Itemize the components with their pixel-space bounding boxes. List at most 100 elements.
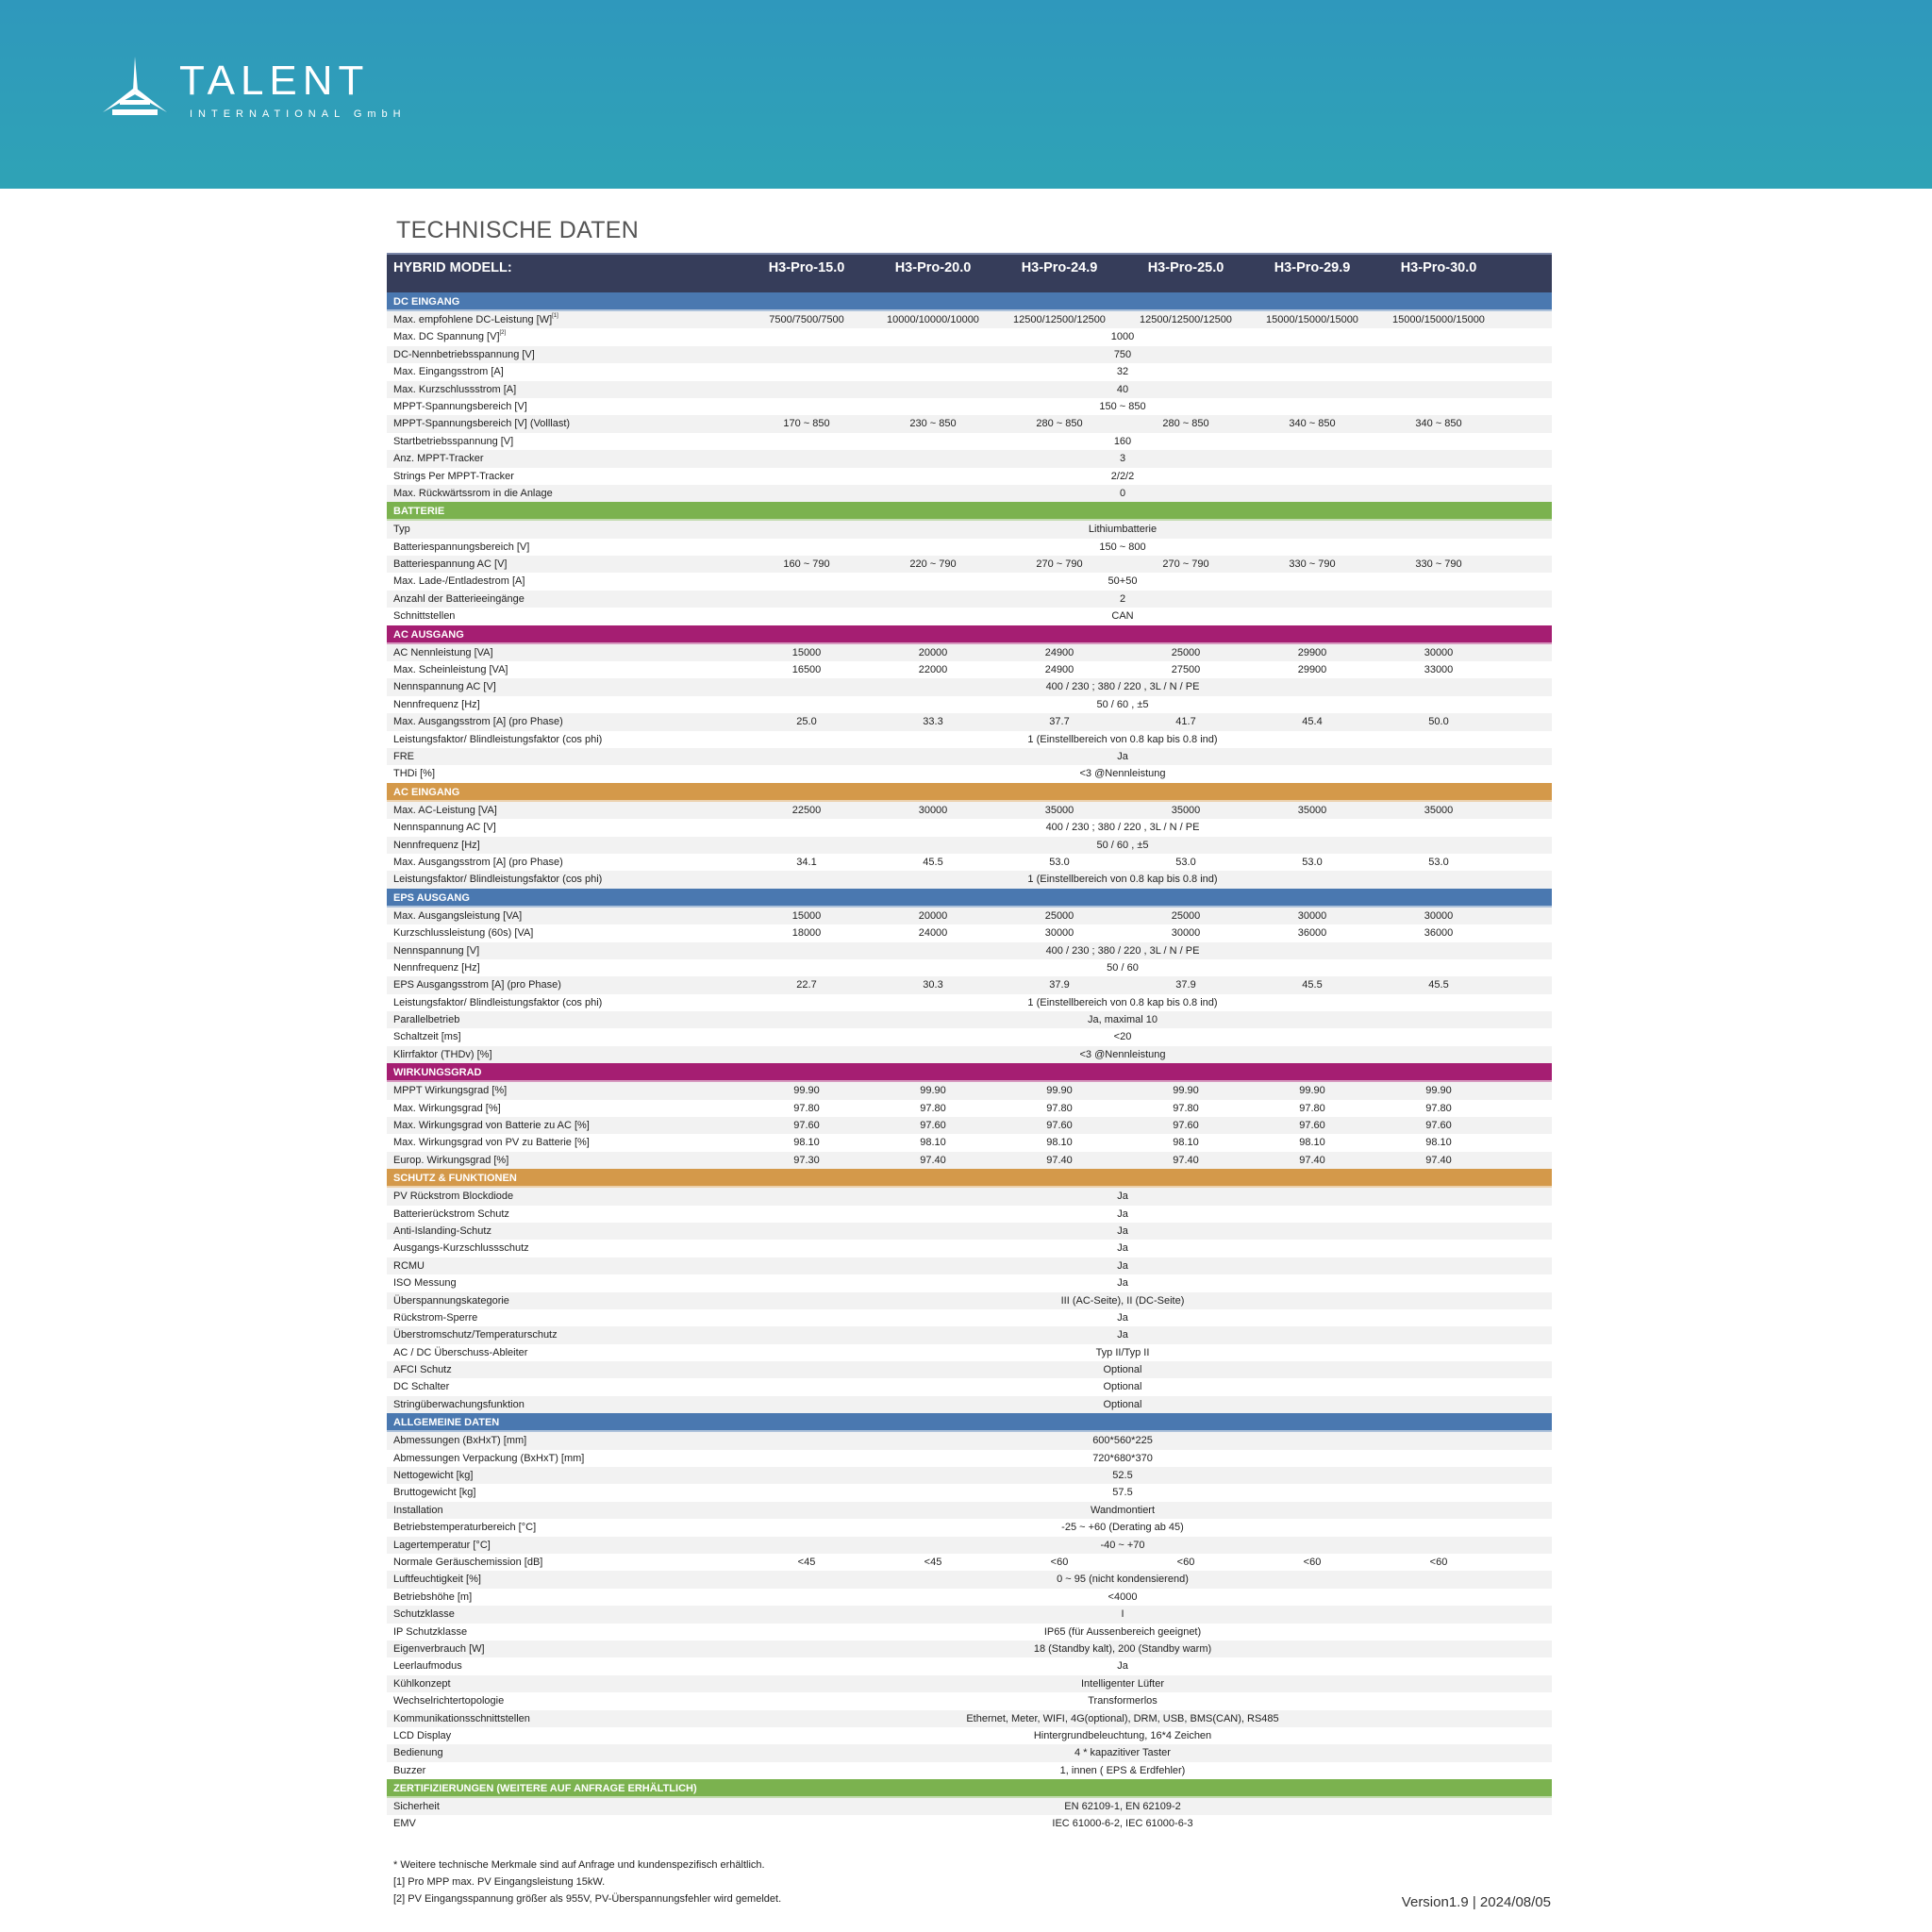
row-label: Betriebshöhe [m] [393, 1589, 472, 1606]
row-label: Max. Wirkungsgrad [%] [393, 1100, 501, 1117]
table-row: Schnittstellen CAN [387, 608, 1552, 625]
section-body: PV Rückstrom Blockdiode Ja Batterierückstr… [387, 1188, 1552, 1414]
table-row: Max. Kurzschlussstrom [A] 40 [387, 380, 1552, 398]
row-value: 30000 [1044, 927, 1074, 940]
row-value-all-models: Intelligenter Lüfter [1080, 1677, 1165, 1690]
row-label-text: Batteriespannung AC [V] [393, 558, 508, 571]
row-label: ISO Messung [393, 1274, 457, 1291]
row-value-all-models: Ja [1117, 1329, 1128, 1341]
row-label: LCD Display [393, 1727, 451, 1744]
row-label-text: Lagertemperatur [°C] [393, 1539, 491, 1551]
row-value-all-models: Typ II/Typ II [1095, 1346, 1150, 1358]
row-value: 30000 [1424, 909, 1454, 922]
table-row: Anzahl der Batterieeingänge 2 [387, 590, 1552, 608]
row-label-text: Max. empfohlene DC-Leistung [W] [393, 314, 553, 325]
row-value: <45 [797, 1557, 816, 1568]
row-label: Nennspannung [V] [393, 942, 479, 959]
row-value-all-models: Ja [1117, 1277, 1128, 1290]
row-value: 97.40 [1425, 1154, 1452, 1166]
row-label: MPPT-Spannungsbereich [V] [393, 398, 527, 415]
row-value-all-models: 50 / 60 , ±5 [1096, 698, 1149, 710]
row-label: Leistungsfaktor/ Blindleistungsfaktor (c… [393, 871, 602, 888]
row-value-all-models: CAN [1111, 610, 1134, 623]
row-label: Schaltzeit [ms] [393, 1028, 461, 1045]
model-column-header: H3-Pro-24.9 [1021, 260, 1098, 275]
row-label-text: ISO Messung [393, 1277, 457, 1290]
table-row: Kühlkonzept Intelligenter Lüfter [387, 1674, 1552, 1693]
table-row: Startbetriebsspannung [V] 160 [387, 433, 1552, 450]
row-label-text: Max. Eingangsstrom [A] [393, 366, 504, 378]
row-label-text: Ausgangs-Kurzschlussschutz [393, 1242, 529, 1255]
row-label-text: Nennspannung AC [V] [393, 822, 496, 834]
row-label-text: Anti-Islanding-Schutz [393, 1224, 491, 1237]
row-value: 35000 [1044, 804, 1074, 816]
row-label-text: Betriebstemperaturbereich [°C] [393, 1522, 537, 1534]
row-label: Nennfrequenz [Hz] [393, 959, 480, 976]
table-row: Wechselrichtertopologie Transformerlos [387, 1692, 1552, 1709]
header-banner: TALENT INTERNATIONAL GmbH [0, 0, 1932, 189]
row-label: Kurzschlussleistung (60s) [VA] [393, 924, 533, 941]
row-label-text: Max. Ausgangsstrom [A] (pro Phase) [393, 716, 563, 728]
table-row: Nennspannung AC [V] 400 / 230 ; 380 / 220… [387, 678, 1552, 696]
row-value-all-models: IEC 61000-6-2, IEC 61000-6-3 [1052, 1818, 1193, 1830]
row-value: 30000 [918, 804, 948, 816]
row-label-text: Max. Wirkungsgrad [%] [393, 1102, 501, 1114]
row-label-text: RCMU [393, 1259, 425, 1272]
row-value: 25.0 [796, 716, 817, 728]
row-value: 24900 [1044, 646, 1074, 658]
row-label: Max. AC-Leistung [VA] [393, 802, 497, 819]
row-label-text: Max. Wirkungsgrad von PV zu Batterie [%] [393, 1137, 590, 1149]
row-value: 15000 [791, 909, 822, 922]
row-value: 99.90 [1299, 1085, 1325, 1097]
table-row: Max. Scheinleistung [VA] 16500 22000 24900 2… [387, 661, 1552, 678]
table-row: Kommunikationsschnittstellen Ethernet, Me… [387, 1709, 1552, 1727]
row-label: Max. Ausgangsstrom [A] (pro Phase) [393, 713, 563, 730]
row-value: <60 [1050, 1557, 1069, 1568]
row-value: 29900 [1297, 664, 1327, 676]
row-label-text: FRE [393, 750, 414, 762]
row-label-text: LCD Display [393, 1729, 452, 1741]
table-row: EPS Ausgangsstrom [A] (pro Phase) 22.7 30.… [387, 976, 1552, 994]
row-label: DC-Nennbetriebsspannung [V] [393, 346, 535, 363]
table-row: Lagertemperatur [°C] -40 ~ +70 [387, 1536, 1552, 1554]
row-value-all-models: 50 / 60 [1107, 961, 1139, 974]
row-value: 25000 [1044, 909, 1074, 922]
row-value: 99.90 [1173, 1085, 1199, 1097]
row-value-all-models: Ja [1117, 1191, 1128, 1203]
row-label-text: Abmessungen Verpackung (BxHxT) [mm] [393, 1452, 585, 1464]
row-value: 97.60 [920, 1120, 946, 1132]
table-row: Max. Wirkungsgrad von PV zu Batterie [%]… [387, 1134, 1552, 1151]
table-row: PV Rückstrom Blockdiode Ja [387, 1188, 1552, 1206]
row-label-text: Max. Scheinleistung [VA] [393, 664, 508, 676]
row-label: Batterierückstrom Schutz [393, 1206, 509, 1223]
row-label-text: Normale Geräuschemission [dB] [393, 1557, 543, 1568]
row-label-text: DC Schalter [393, 1381, 450, 1393]
row-value: 97.40 [1299, 1154, 1325, 1166]
row-value: 98.10 [1173, 1137, 1199, 1149]
row-value: 36000 [1424, 927, 1454, 940]
row-value: 30000 [1297, 909, 1327, 922]
row-value-all-models: 18 (Standby kalt), 200 (Standby warm) [1033, 1642, 1212, 1655]
section-body: MPPT Wirkungsgrad [%] 99.90 99.90 99.90 99.9… [387, 1082, 1552, 1170]
row-value: 35000 [1424, 804, 1454, 816]
row-value: 45.5 [1302, 979, 1323, 991]
table-row: Rückstrom-Sperre Ja [387, 1309, 1552, 1326]
row-value: 330 ~ 790 [1289, 558, 1336, 571]
row-value: 97.60 [1046, 1120, 1073, 1132]
row-label-text: PV Rückstrom Blockdiode [393, 1191, 514, 1203]
row-value: 15000 [791, 646, 822, 658]
row-value-all-models: Ja [1117, 1208, 1128, 1220]
row-value: 29900 [1297, 646, 1327, 658]
row-label: Max. Rückwärtssrom in die Anlage [393, 485, 553, 502]
row-label: Nennfrequenz [Hz] [393, 696, 480, 713]
row-label-text: Anzahl der Batterieeingänge [393, 592, 525, 605]
row-value: 53.0 [1428, 856, 1449, 868]
row-label: FRE [393, 748, 414, 765]
row-value-all-models: 720*680*370 [1092, 1452, 1153, 1464]
row-value: 97.60 [793, 1120, 820, 1132]
table-row: Stringüberwachungsfunktion Optional [387, 1395, 1552, 1414]
row-value: 12500/12500/12500 [1140, 314, 1232, 325]
row-label: THDi [%] [393, 765, 435, 782]
row-label-text: Nennfrequenz [Hz] [393, 698, 480, 710]
row-label: AC / DC Überschuss-Ableiter [393, 1344, 527, 1361]
